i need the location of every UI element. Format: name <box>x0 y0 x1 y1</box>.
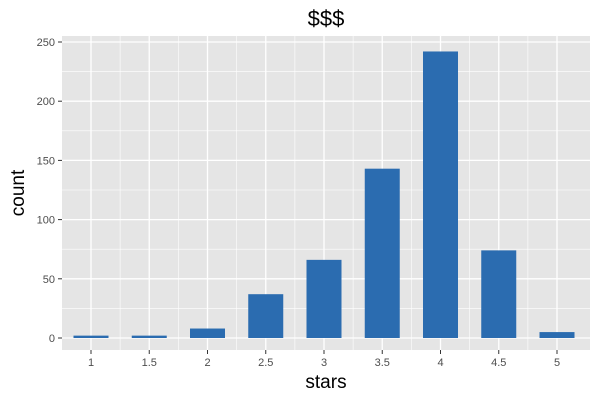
bar-stars-5 <box>539 332 575 338</box>
bars-group <box>73 51 575 339</box>
bar-stars-3 <box>306 259 342 338</box>
chart-title: $$$ <box>308 6 345 31</box>
x-tick-label: 3 <box>321 357 327 369</box>
y-axis-label: count <box>8 169 29 216</box>
bar-stars-3.5 <box>364 168 400 338</box>
y-tick-label: 250 <box>37 37 55 49</box>
x-axis-ticks: 1 1.5 2 2.5 3 3.5 4 4.5 5 <box>88 350 560 369</box>
x-tick-label: 2.5 <box>258 357 273 369</box>
y-tick-label: 150 <box>37 155 55 167</box>
x-tick-label: 1.5 <box>142 357 157 369</box>
minor-gridlines <box>62 36 590 350</box>
bar-stars-1.5 <box>131 335 167 338</box>
x-tick-label: 4 <box>437 357 443 369</box>
x-axis-label: stars <box>305 372 346 393</box>
x-tick-label: 1 <box>88 357 94 369</box>
bar-stars-2.5 <box>248 294 284 338</box>
x-tick-label: 3.5 <box>375 357 390 369</box>
x-tick-label: 2 <box>204 357 210 369</box>
x-tick-label: 5 <box>554 357 560 369</box>
bar-stars-1 <box>73 335 109 338</box>
x-tick-label: 4.5 <box>491 357 506 369</box>
bar-stars-2 <box>190 328 225 338</box>
bar-stars-4.5 <box>481 250 517 338</box>
y-tick-label: 100 <box>37 215 55 227</box>
y-tick-label: 200 <box>37 96 55 108</box>
y-axis-ticks: 0 50 100 150 200 250 <box>37 37 62 345</box>
y-tick-label: 50 <box>43 274 55 286</box>
y-tick-label: 0 <box>49 333 55 345</box>
bar-stars-4 <box>423 51 458 339</box>
